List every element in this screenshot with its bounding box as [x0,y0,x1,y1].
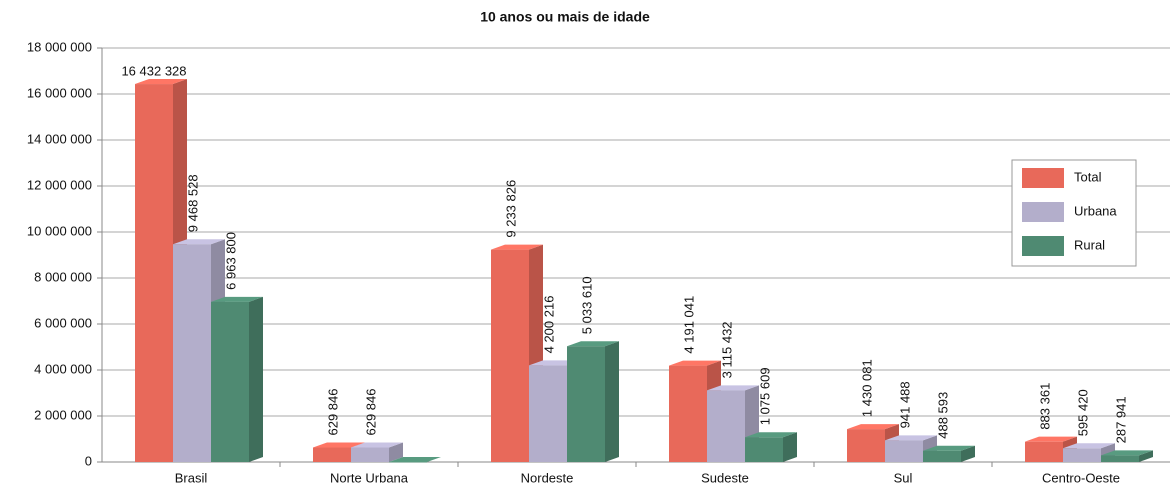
data-label: 1 430 081 [859,359,874,417]
bar-front [529,365,567,462]
bar-side [249,296,263,462]
bar-top [567,341,619,347]
y-tick-label: 2 000 000 [34,407,92,422]
y-tick-label: 16 000 000 [27,85,92,100]
data-label: 9 468 528 [185,174,200,232]
bar [211,296,263,462]
bar-front [351,447,389,462]
legend-swatch [1022,202,1064,222]
x-tick-label: Sudeste [701,470,749,485]
data-label: 3 115 432 [719,321,734,378]
bar-front [923,450,961,462]
y-tick-label: 6 000 000 [34,315,92,330]
bar-top [135,79,187,85]
y-tick-label: 12 000 000 [27,177,92,192]
data-label: 287 941 [1113,396,1128,443]
bar-top [173,239,225,245]
bar [745,432,797,462]
bar [491,244,543,462]
bar-top [1101,450,1153,456]
x-tick-label: Nordeste [521,470,574,485]
bar-side [605,341,619,462]
bar-top [1025,436,1077,442]
bar-top [211,296,263,302]
y-tick-label: 8 000 000 [34,269,92,284]
data-label: 9 233 826 [503,180,518,238]
legend: Total Urbana Rural [1011,159,1137,267]
bar-front [745,437,783,462]
bar-front [847,429,885,462]
x-tick-label: Centro-Oeste [1042,470,1120,485]
bar-top [313,442,365,448]
bar-front [211,301,249,462]
bar-top [923,445,975,451]
bar-front [135,84,173,462]
x-tick-label: Sul [894,470,913,485]
data-label: 629 846 [363,389,378,436]
legend-label: Total [1074,169,1102,184]
y-tick-label: 14 000 000 [27,131,92,146]
bar [1063,443,1115,462]
x-tick-label: Brasil [175,470,208,485]
legend-label: Urbana [1074,203,1117,218]
bar-top [885,435,937,441]
legend-swatch [1022,168,1064,188]
data-label: 883 361 [1037,383,1052,430]
bar-top [847,424,899,430]
bar-front [313,447,351,462]
bar-front [173,244,211,462]
bar-top [351,442,403,448]
bar-top [1063,443,1115,449]
bar-front [885,440,923,462]
bar [389,457,441,463]
y-tick-label: 0 [85,453,92,468]
bar [351,442,403,462]
data-label: 941 488 [897,381,912,428]
bar-top [389,457,441,462]
data-label: 6 963 800 [223,232,238,290]
bar [567,341,619,462]
data-label: 4 200 216 [541,296,556,354]
legend-label: Rural [1074,237,1105,252]
bar-front [669,365,707,462]
bar-side [783,432,797,462]
bar-front [1063,448,1101,462]
legend-swatch [1022,236,1064,256]
bar [1101,450,1153,462]
bar-front [707,390,745,462]
data-label: 5 033 610 [579,276,594,334]
x-tick-label: Norte Urbana [330,470,409,485]
bar-front [567,346,605,462]
bar-front [389,462,427,463]
bar-front [1025,441,1063,462]
bar-side [1139,450,1153,462]
chart-title: 10 anos ou mais de idade [480,9,650,25]
data-label: 629 846 [325,389,340,436]
bar [923,445,975,462]
data-label: 595 420 [1075,389,1090,436]
bar-front [491,249,529,462]
bar-side [389,442,403,462]
bar-top [745,432,797,438]
y-tick-label: 10 000 000 [27,223,92,238]
y-tick-label: 18 000 000 [27,39,92,54]
bar-side [961,445,975,462]
bar-top [707,385,759,391]
data-label: 4 191 041 [681,296,696,354]
bar-front [1101,455,1139,462]
data-label: 1 075 609 [757,367,772,425]
data-label: 488 593 [935,392,950,439]
bar-top [491,244,543,250]
data-label: 16 432 328 [121,63,186,78]
y-tick-label: 4 000 000 [34,361,92,376]
bar-top [669,360,721,366]
